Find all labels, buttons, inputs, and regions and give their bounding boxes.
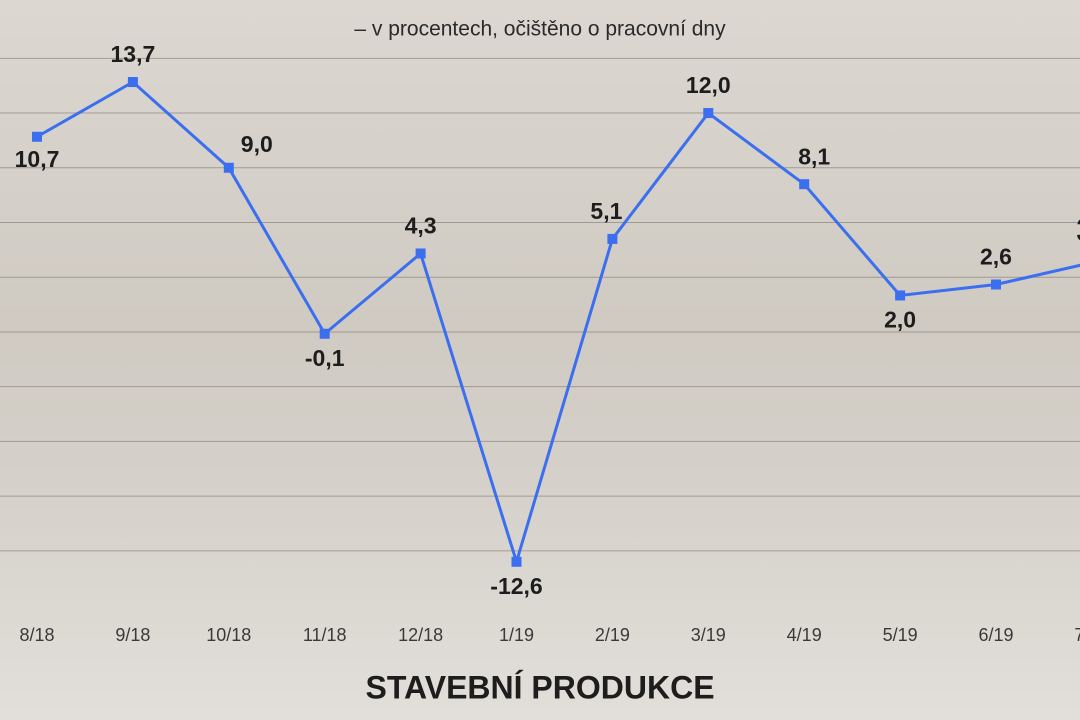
data-line [36, 80, 1080, 567]
x-tick-label: 3/19 [691, 625, 726, 645]
value-label: 12,0 [686, 72, 731, 98]
data-point [223, 162, 234, 173]
value-label: 9,0 [241, 131, 273, 157]
value-label: 10,7 [15, 146, 60, 172]
data-point [703, 108, 714, 119]
data-point [991, 279, 1001, 290]
x-tick-label: 9/18 [115, 625, 150, 645]
value-label: -12,6 [490, 573, 542, 599]
x-tick-label: 8/18 [19, 625, 54, 645]
value-label: 2,6 [980, 244, 1012, 270]
data-point [319, 328, 330, 339]
value-label: 5,1 [590, 198, 622, 224]
value-label: 2,0 [884, 307, 916, 333]
data-point [415, 248, 426, 259]
x-tick-label: 11/18 [303, 625, 347, 645]
data-point [511, 556, 522, 567]
data-point [895, 290, 906, 301]
value-label: 8,1 [798, 143, 830, 169]
x-tick-label: 7/19 [1074, 625, 1080, 645]
x-tick-label: 5/19 [883, 625, 918, 645]
chart-title: STAVEBNÍ PRODUKCE [365, 669, 714, 705]
value-label: 3,8 [1076, 212, 1080, 250]
data-point [607, 233, 618, 244]
value-label: 13,7 [111, 41, 156, 67]
x-tick-label: 2/19 [595, 625, 630, 645]
data-point [32, 131, 42, 142]
value-label: 4,3 [405, 213, 437, 239]
x-tick-label: 12/18 [398, 625, 443, 645]
x-tick-label: 10/18 [206, 625, 251, 645]
x-tick-label: 1/19 [499, 625, 534, 645]
data-point [127, 77, 138, 88]
chart-subtitle: – v procentech, očištěno o pracovní dny [354, 18, 726, 41]
value-label: -0,1 [305, 345, 345, 371]
x-tick-label: 4/19 [787, 625, 822, 645]
x-tick-label: 6/19 [978, 625, 1013, 645]
data-point [799, 179, 810, 190]
